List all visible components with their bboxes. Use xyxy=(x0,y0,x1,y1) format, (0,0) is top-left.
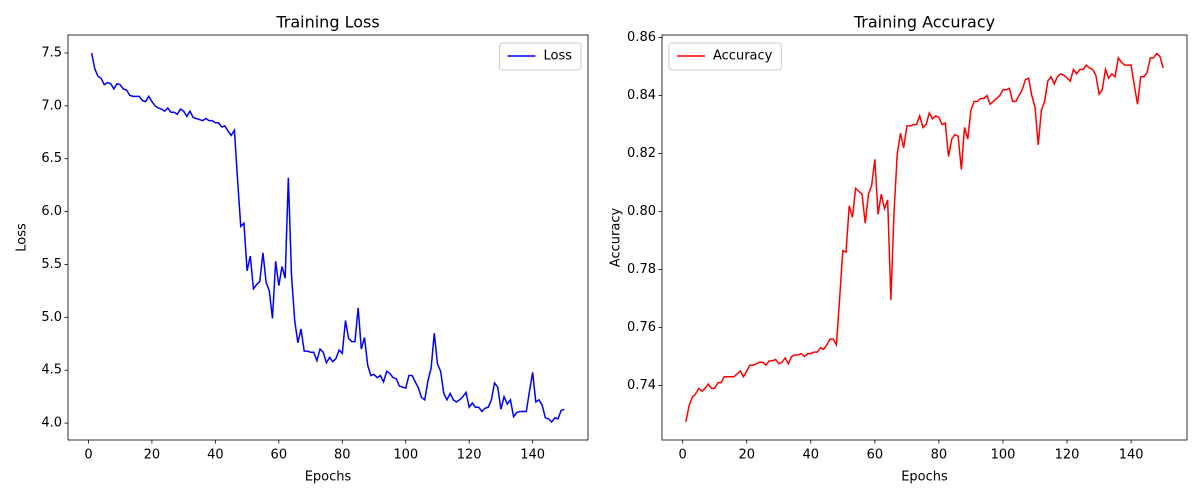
series-line xyxy=(90,52,565,424)
x-tick-label: 40 xyxy=(207,448,224,463)
y-tick-label: 0.76 xyxy=(627,320,656,335)
y-tick-label: 0.82 xyxy=(627,146,656,161)
x-tick-label: 0 xyxy=(679,448,687,463)
y-tick-label: 7.5 xyxy=(41,45,62,60)
x-tick-label: 100 xyxy=(991,448,1016,463)
y-tick-label: 5.5 xyxy=(41,257,62,272)
x-tick-label: 120 xyxy=(457,448,482,463)
axes: 0 20 40 60 80 100 120 140 0.74 0.76 0.78 0.80 0.82 0.… xyxy=(609,13,1188,485)
legend: Accuracy xyxy=(668,42,782,71)
x-tick-label: 140 xyxy=(520,448,545,463)
y-tick-label: 6.5 xyxy=(41,151,62,166)
y-axis-label: Loss xyxy=(15,223,30,252)
y-axis-label: Accuracy xyxy=(609,208,624,268)
y-tick-label: 0.86 xyxy=(627,30,656,45)
x-tick-label: 80 xyxy=(334,448,351,463)
x-axis-label: Epochs xyxy=(901,470,948,485)
x-tick-label: 20 xyxy=(738,448,755,463)
axes-frame xyxy=(67,34,589,441)
y-tick-label: 5.0 xyxy=(41,310,62,325)
y-tick-label: 0.84 xyxy=(627,88,656,103)
legend-label: Loss xyxy=(543,49,572,64)
y-tick-label: 6.0 xyxy=(41,204,62,219)
y-tick-label: 4.5 xyxy=(41,363,62,378)
chart-title: Training Loss xyxy=(275,13,379,32)
legend-frame xyxy=(668,42,782,71)
chart-title: Training Accuracy xyxy=(853,13,995,32)
x-tick-label: 20 xyxy=(144,448,161,463)
x-tick-label: 100 xyxy=(393,448,418,463)
y-tick-label: 0.78 xyxy=(627,262,656,277)
x-axis-label: Epochs xyxy=(305,470,352,485)
axes: 0 20 40 60 80 100 120 140 4.0 4.5 5.0 5.5 6.0 6.5 7.0 7… xyxy=(15,13,589,485)
y-tick-label: 0.80 xyxy=(627,204,656,219)
y-tick-label: 0.74 xyxy=(627,378,656,393)
x-tick-label: 140 xyxy=(1119,448,1144,463)
legend-frame xyxy=(498,42,582,71)
x-tick-label: 120 xyxy=(1055,448,1080,463)
legend: Loss xyxy=(498,42,582,71)
x-tick-label: 80 xyxy=(931,448,948,463)
axes-frame xyxy=(661,34,1188,441)
x-tick-label: 0 xyxy=(84,448,92,463)
y-tick-label: 4.0 xyxy=(41,416,62,431)
legend-label: Accuracy xyxy=(713,49,773,64)
y-tick-label: 7.0 xyxy=(41,98,62,113)
x-tick-label: 60 xyxy=(271,448,288,463)
x-tick-label: 40 xyxy=(803,448,820,463)
x-tick-label: 60 xyxy=(867,448,884,463)
series-line xyxy=(685,52,1164,422)
